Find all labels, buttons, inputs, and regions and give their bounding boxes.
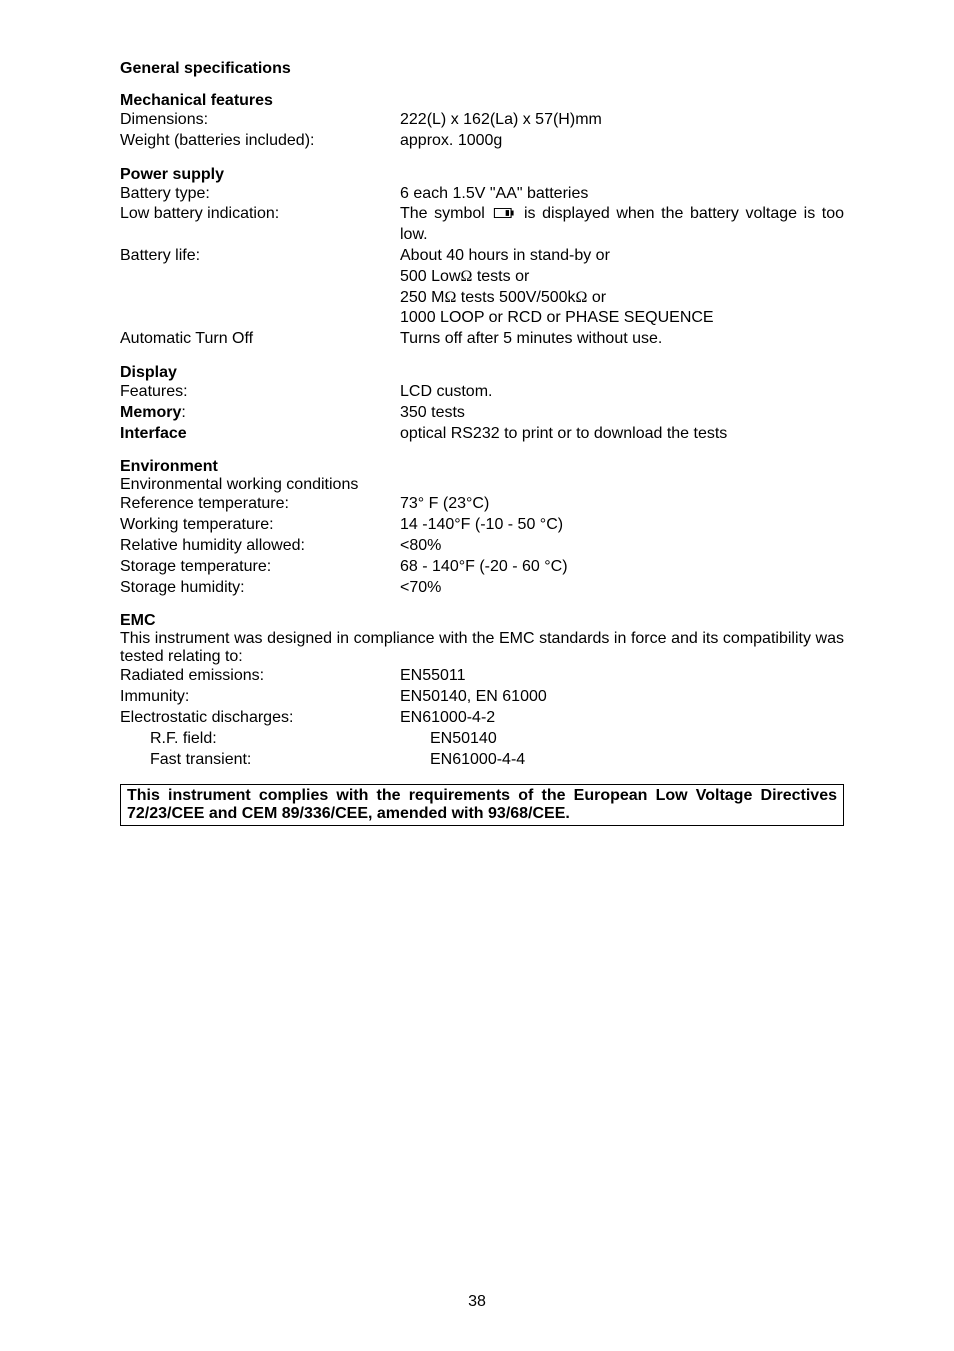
weight-label: Weight (batteries included): bbox=[120, 131, 400, 152]
display-heading: Display bbox=[120, 364, 844, 382]
mechanical-section: Mechanical features Dimensions: 222(L) x… bbox=[120, 92, 844, 152]
emc-intro: This instrument was designed in complian… bbox=[120, 630, 844, 666]
low-battery-label: Low battery indication: bbox=[120, 204, 400, 246]
battery-type-label: Battery type: bbox=[120, 184, 400, 205]
memory-colon: : bbox=[181, 404, 185, 421]
battery-life-line3-pre: 250 M bbox=[400, 289, 444, 306]
environment-heading: Environment bbox=[120, 458, 844, 476]
omega-symbol: Ω bbox=[461, 268, 473, 285]
rel-hum-label: Relative humidity allowed: bbox=[120, 536, 400, 557]
rel-hum-value: <80% bbox=[400, 536, 844, 557]
environment-section: Environment Environmental working condit… bbox=[120, 458, 844, 598]
esd-row: Electrostatic discharges: EN61000-4-2 bbox=[120, 708, 844, 729]
battery-life-line3: 250 MΩ tests 500V/500kΩ or bbox=[400, 288, 844, 309]
battery-life-line1: About 40 hours in stand-by or bbox=[400, 246, 844, 267]
stor-hum-label: Storage humidity: bbox=[120, 578, 400, 599]
mechanical-heading: Mechanical features bbox=[120, 92, 844, 110]
compliance-box: This instrument complies with the requir… bbox=[120, 784, 844, 826]
environment-subheading: Environmental working conditions bbox=[120, 476, 844, 494]
rel-hum-row: Relative humidity allowed: <80% bbox=[120, 536, 844, 557]
display-section: Display Features: LCD custom. Memory: 35… bbox=[120, 364, 844, 444]
emc-section: EMC This instrument was designed in comp… bbox=[120, 612, 844, 770]
stor-hum-value: <70% bbox=[400, 578, 844, 599]
omega-symbol: Ω bbox=[576, 289, 588, 306]
dimensions-label: Dimensions: bbox=[120, 110, 400, 131]
page-title: General specifications bbox=[120, 60, 844, 78]
battery-life-line2-post: tests or bbox=[472, 268, 529, 285]
fast-value: EN61000-4-4 bbox=[430, 750, 844, 771]
rf-row: R.F. field: EN50140 bbox=[120, 729, 844, 750]
features-label: Features: bbox=[120, 382, 400, 403]
immunity-value: EN50140, EN 61000 bbox=[400, 687, 844, 708]
low-battery-value: The symbol is displayed when the battery… bbox=[400, 204, 844, 246]
work-temp-label: Working temperature: bbox=[120, 515, 400, 536]
weight-row: Weight (batteries included): approx. 100… bbox=[120, 131, 844, 152]
battery-life-line3-post: or bbox=[587, 289, 606, 306]
omega-symbol: Ω bbox=[444, 289, 456, 306]
stor-temp-label: Storage temperature: bbox=[120, 557, 400, 578]
battery-icon bbox=[493, 208, 515, 218]
weight-value: approx. 1000g bbox=[400, 131, 844, 152]
battery-life-label: Battery life: bbox=[120, 246, 400, 329]
power-section: Power supply Battery type: 6 each 1.5V "… bbox=[120, 166, 844, 350]
rf-label: R.F. field: bbox=[120, 729, 430, 750]
memory-row: Memory: 350 tests bbox=[120, 403, 844, 424]
battery-type-value: 6 each 1.5V "AA" batteries bbox=[400, 184, 844, 205]
battery-life-line2-pre: 500 Low bbox=[400, 268, 461, 285]
page-number: 38 bbox=[0, 1293, 954, 1311]
ref-temp-label: Reference temperature: bbox=[120, 494, 400, 515]
immunity-row: Immunity: EN50140, EN 61000 bbox=[120, 687, 844, 708]
ref-temp-value: 73° F (23°C) bbox=[400, 494, 844, 515]
radiated-row: Radiated emissions: EN55011 bbox=[120, 666, 844, 687]
dimensions-row: Dimensions: 222(L) x 162(La) x 57(H)mm bbox=[120, 110, 844, 131]
fast-row: Fast transient: EN61000-4-4 bbox=[120, 750, 844, 771]
immunity-label: Immunity: bbox=[120, 687, 400, 708]
work-temp-value: 14 -140°F (-10 - 50 °C) bbox=[400, 515, 844, 536]
features-value: LCD custom. bbox=[400, 382, 844, 403]
battery-life-line3-mid: tests 500V/500k bbox=[456, 289, 575, 306]
fast-label: Fast transient: bbox=[120, 750, 430, 771]
esd-value: EN61000-4-2 bbox=[400, 708, 844, 729]
low-battery-row: Low battery indication: The symbol is di… bbox=[120, 204, 844, 246]
interface-row: Interface optical RS232 to print or to d… bbox=[120, 424, 844, 445]
auto-off-row: Automatic Turn Off Turns off after 5 min… bbox=[120, 329, 844, 350]
radiated-value: EN55011 bbox=[400, 666, 844, 687]
stor-temp-row: Storage temperature: 68 - 140°F (-20 - 6… bbox=[120, 557, 844, 578]
battery-type-row: Battery type: 6 each 1.5V "AA" batteries bbox=[120, 184, 844, 205]
radiated-label: Radiated emissions: bbox=[120, 666, 400, 687]
battery-life-row: Battery life: About 40 hours in stand-by… bbox=[120, 246, 844, 329]
features-row: Features: LCD custom. bbox=[120, 382, 844, 403]
memory-label: Memory: bbox=[120, 403, 400, 424]
interface-label: Interface bbox=[120, 424, 400, 445]
memory-value: 350 tests bbox=[400, 403, 844, 424]
memory-label-text: Memory bbox=[120, 404, 181, 421]
low-battery-text-pre: The symbol bbox=[400, 205, 491, 222]
stor-temp-value: 68 - 140°F (-20 - 60 °C) bbox=[400, 557, 844, 578]
battery-life-value: About 40 hours in stand-by or 500 LowΩ t… bbox=[400, 246, 844, 329]
battery-life-line4: 1000 LOOP or RCD or PHASE SEQUENCE bbox=[400, 308, 844, 329]
power-heading: Power supply bbox=[120, 166, 844, 184]
work-temp-row: Working temperature: 14 -140°F (-10 - 50… bbox=[120, 515, 844, 536]
interface-value: optical RS232 to print or to download th… bbox=[400, 424, 844, 445]
auto-off-label: Automatic Turn Off bbox=[120, 329, 400, 350]
ref-temp-row: Reference temperature: 73° F (23°C) bbox=[120, 494, 844, 515]
stor-hum-row: Storage humidity: <70% bbox=[120, 578, 844, 599]
auto-off-value: Turns off after 5 minutes without use. bbox=[400, 329, 844, 350]
esd-label: Electrostatic discharges: bbox=[120, 708, 400, 729]
rf-value: EN50140 bbox=[430, 729, 844, 750]
emc-heading: EMC bbox=[120, 612, 844, 630]
battery-life-line2: 500 LowΩ tests or bbox=[400, 267, 844, 288]
dimensions-value: 222(L) x 162(La) x 57(H)mm bbox=[400, 110, 844, 131]
